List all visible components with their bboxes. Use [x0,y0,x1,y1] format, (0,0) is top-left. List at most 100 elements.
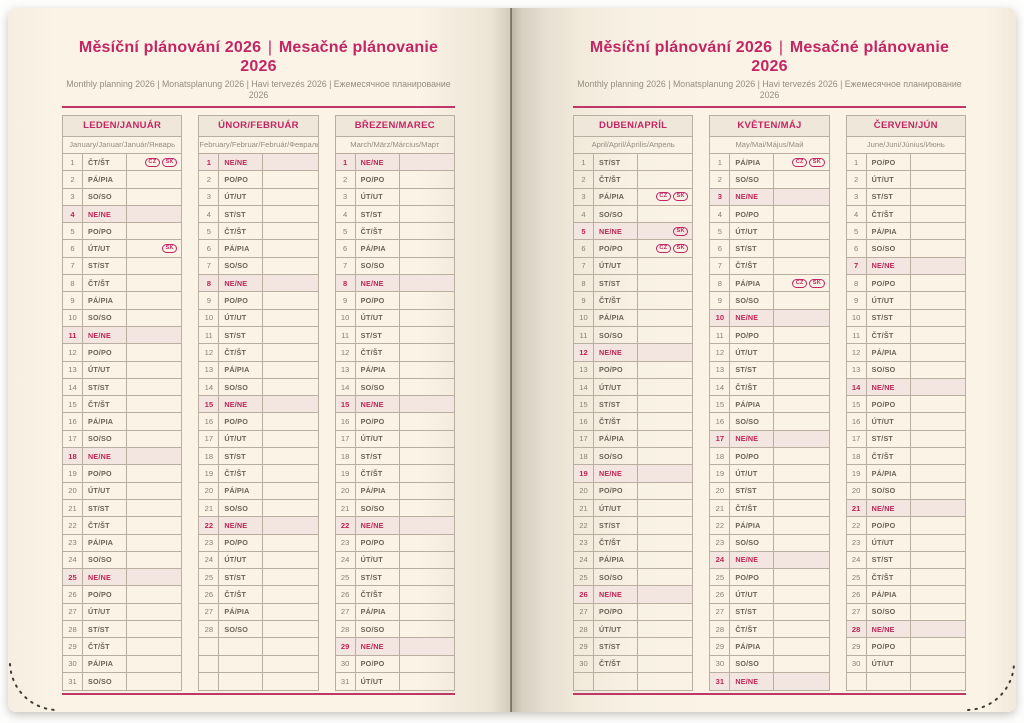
page-title: Měsíční plánování 2026 | Mesačné plánova… [62,38,455,76]
day-abbreviation: PO/PO [356,534,400,551]
day-row: 14 NE/NE [846,378,965,397]
day-note-cell [400,552,454,568]
day-number: 18 [199,448,220,465]
day-number: 5 [336,223,356,240]
month-column-april: DUBEN/APRÍL April/April/Április/Апрель 1… [573,115,694,692]
day-note-cell [263,604,317,620]
day-number: 7 [847,257,867,275]
holiday-badge-sk: SK [161,157,178,167]
day-abbreviation: PÁ/PIA [356,240,400,257]
day-row: 4 NE/NE [63,205,182,224]
day-number: 30 [710,655,731,672]
day-row: 15 PO/PO [846,396,965,414]
day-number: 30 [847,655,867,672]
holiday-badge-sk: SK [672,244,689,254]
day-abbreviation: PO/PO [83,223,127,240]
day-abbreviation: NE/NE [594,586,638,603]
day-abbreviation: SO/SO [219,499,264,517]
day-number: 26 [336,586,356,603]
day-abbreviation: ST/ST [730,361,775,378]
day-note-cell [400,465,454,481]
day-number: 26 [199,586,220,603]
day-number: 3 [847,188,867,205]
day-note-cell [638,171,692,187]
page-left: Měsíční plánování 2026 | Mesačné plánova… [8,8,511,712]
day-row: 26 NE/NE [574,586,693,604]
day-row: 24 ÚT/UT [199,551,318,570]
day-abbreviation: ČT/ŠT [356,344,400,361]
month-table: KVĚTEN/MÁJ May/Mai/Május/Май 1 PÁ/PIA CZ SK… [709,115,830,692]
day-number: 21 [336,499,356,517]
day-number: 29 [574,638,594,655]
day-row: 26 ÚT/UT [710,586,829,604]
day-note-cell [127,275,181,291]
day-note-cell [638,206,692,222]
day-abbreviation: ÚT/UT [867,534,911,551]
day-number: 20 [336,482,356,499]
day-abbreviation: ÚT/UT [83,361,127,378]
day-row: 8 PO/PO [846,275,965,293]
day-row: 3 ÚT/UT [199,188,318,206]
day-note-cell [638,673,692,690]
day-number: 25 [199,569,220,586]
day-row: 10 PÁ/PIA [574,309,693,327]
day-row: 20 PÁ/PIA [335,482,454,500]
day-abbreviation: PO/PO [730,326,775,344]
day-abbreviation: PÁ/PIA [730,638,775,655]
day-number [199,672,220,691]
holiday-badge-cz: CZ [144,157,160,167]
day-abbreviation: NE/NE [219,154,264,171]
day-row: 10 NE/NE [710,309,829,327]
day-number: 7 [336,257,356,275]
day-note-cell [263,171,317,187]
day-note-cell [127,344,181,360]
day-row: 1 PÁ/PIA CZ SK [710,154,829,172]
day-row: 8 ČT/ŠT [63,275,182,293]
day-abbreviation: ČT/ŠT [219,223,264,240]
day-row: 28 SO/SO [335,621,454,639]
day-row: 15 NE/NE [335,396,454,414]
day-number: 7 [574,257,594,275]
day-note-cell [127,258,181,274]
day-note-cell [911,223,965,239]
day-abbreviation: SO/SO [83,551,127,569]
day-row: 19 PO/PO [63,465,182,483]
day-row: 27 PÁ/PIA [199,603,318,622]
day-number: 14 [63,378,83,396]
day-abbreviation: PÁ/PIA [867,223,911,240]
day-row: 8 PÁ/PIA CZ SK [710,275,829,293]
day-row: 28 ČT/ŠT [710,621,829,639]
day-note-cell [263,292,317,308]
day-note-cell [400,327,454,343]
day-number: 5 [574,223,594,240]
holiday-badge-sk: SK [809,278,825,288]
day-note-cell [400,535,454,551]
day-number: 19 [710,465,731,482]
title-czech: Měsíční plánování 2026 [78,39,262,56]
day-row: 18 NE/NE [63,448,182,466]
day-row: 9 PO/PO [199,292,318,310]
day-abbreviation: PO/PO [219,292,264,309]
day-row: 11 ČT/ŠT [846,326,965,345]
day-number: 21 [199,499,220,517]
day-number: 5 [847,223,867,240]
day-note-cell [774,673,828,690]
day-note-cell [774,517,828,533]
day-note-cell [400,500,454,516]
day-number: 20 [710,482,731,499]
day-number: 4 [574,205,594,223]
day-note-cell [400,310,454,326]
day-note-cell: CZ SK [127,154,181,170]
day-note-cell [263,240,317,256]
day-abbreviation: ČT/ŠT [356,465,400,482]
day-abbreviation: ÚT/UT [83,603,127,621]
day-row: 9 ÚT/UT [846,292,965,310]
day-abbreviation: ÚT/UT [867,171,911,188]
day-number: 23 [63,534,83,551]
day-number: 8 [847,275,867,292]
day-row: 4 ST/ST [199,205,318,224]
day-note-cell [400,292,454,308]
day-abbreviation: NE/NE [356,275,400,292]
day-note-cell [774,223,828,239]
day-number: 13 [710,361,731,378]
